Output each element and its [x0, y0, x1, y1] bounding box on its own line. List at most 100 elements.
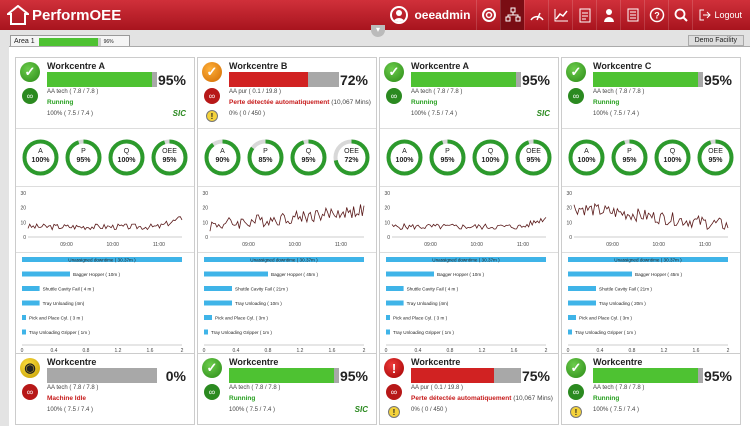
downtime-section[interactable]: Unassigned downtime ( 30.37m ) Bagger Hop…: [380, 252, 558, 357]
sic-badge[interactable]: SIC: [354, 405, 368, 414]
warning-icon[interactable]: !: [388, 406, 400, 418]
workcentre-panel[interactable]: ✓ Workcentre B 72% ∞ AA pur ( 0.1 / 19.8 ) Pe…: [197, 57, 377, 358]
gauge-q[interactable]: Q 100%: [654, 139, 691, 176]
gauge-p[interactable]: P 95%: [611, 139, 648, 176]
x-tick-label: 0.4: [597, 348, 604, 354]
operator-link-icon[interactable]: ∞: [386, 384, 402, 400]
logout-button[interactable]: Logout: [692, 0, 750, 30]
collapse-toggle[interactable]: ▾: [371, 25, 385, 37]
search-button[interactable]: [668, 0, 692, 30]
downtime-section[interactable]: Unassigned downtime ( 30.37m ) Bagger Hop…: [16, 252, 194, 357]
trend-section[interactable]: 30 20 10 0 09:00 10:00 11:00: [16, 186, 194, 252]
gauge-oee[interactable]: OEE 95%: [697, 139, 734, 176]
gauge-arc: [22, 139, 59, 176]
workcentre-panel[interactable]: ◉ Workcentre 0% ∞ AA tech ( 7.8 / 7.8 ) Machi…: [15, 353, 195, 425]
operator-link-icon[interactable]: ∞: [22, 88, 38, 104]
downtime-section[interactable]: Unassigned downtime ( 30.37m ) Bagger Hop…: [198, 252, 376, 357]
oee-bar-fill: [229, 368, 334, 383]
operator-link-icon[interactable]: ∞: [204, 384, 220, 400]
workcentre-panel[interactable]: ✓ Workcentre A 95% ∞ AA tech ( 7.8 / 7.8 ) Ru…: [15, 57, 195, 358]
trend-section[interactable]: 30 20 10 0 09:00 10:00 11:00: [562, 186, 740, 252]
warning-icon[interactable]: !: [206, 110, 218, 122]
operator-link-icon[interactable]: ∞: [568, 88, 584, 104]
area-oee-fill: [38, 37, 99, 46]
warning-icon[interactable]: !: [570, 406, 582, 418]
people-button[interactable]: [596, 0, 620, 30]
downtime-bar-label: Bagger Hopper ( 10m ): [437, 272, 484, 277]
trend-section[interactable]: 30 20 10 0 09:00 10:00 11:00: [380, 186, 558, 252]
downtime-bar-label: Pick and Place Cyl. ( 3m ): [579, 316, 632, 321]
gauge-oee[interactable]: OEE 95%: [151, 139, 188, 176]
x-tick-label: 1.6: [147, 348, 154, 354]
workcentre-panel[interactable]: ✓ Workcentre A 95% ∞ AA tech ( 7.8 / 7.8 ) Ru…: [379, 57, 559, 358]
downtime-bar-label: Shuttle Cavity Fail ( 4 m ): [407, 287, 459, 292]
x-tick-label: 0.8: [83, 348, 90, 354]
downtime-bar: [568, 315, 576, 320]
gauge-value: 95%: [162, 157, 177, 164]
area-selector[interactable]: Area 1 96%: [10, 35, 130, 48]
x-tick-label: 2: [727, 348, 730, 354]
gauge-oee[interactable]: OEE 72%: [333, 139, 370, 176]
y-tick-label: 20: [384, 206, 390, 212]
gauge-arc: [611, 139, 648, 176]
operator-link-icon[interactable]: ∞: [204, 88, 220, 104]
facility-tab[interactable]: Demo Facility: [687, 35, 744, 46]
chart-button[interactable]: [548, 0, 572, 30]
downtime-bar-label: Pick and Place Cyl. ( 3 m ): [29, 316, 84, 321]
workcentre-name[interactable]: Workcentre B: [229, 61, 288, 71]
gauge-q[interactable]: Q 100%: [472, 139, 509, 176]
help-button[interactable]: ?: [644, 0, 668, 30]
report-button[interactable]: [572, 0, 596, 30]
document-button[interactable]: [620, 0, 644, 30]
workcentre-name[interactable]: Workcentre: [411, 357, 461, 367]
workcentre-name[interactable]: Workcentre A: [411, 61, 470, 71]
gauge-q[interactable]: Q 95%: [290, 139, 327, 176]
workcentre-name[interactable]: Workcentre C: [593, 61, 652, 71]
gauge-button[interactable]: [524, 0, 548, 30]
x-tick-label: 10:00: [106, 242, 119, 248]
downtime-bar-label: Unassigned downtime ( 30.37m ): [432, 258, 500, 263]
x-tick-label: 0: [203, 348, 206, 354]
downtime-bar: [22, 300, 40, 306]
gauge-p[interactable]: P 85%: [247, 139, 284, 176]
x-tick-label: 10:00: [470, 242, 483, 248]
sic-badge[interactable]: SIC: [172, 109, 186, 118]
workcentre-panel[interactable]: ✓ Workcentre 95% ∞ AA tech ( 7.8 / 7.8 ) Runn…: [561, 353, 741, 425]
downtime-bar-label: Tray Unloading Gripper ( 1m ): [29, 330, 90, 335]
gauge-oee[interactable]: OEE 95%: [515, 139, 552, 176]
user-menu[interactable]: oeeadmin: [390, 0, 476, 30]
gauge-a[interactable]: A 90%: [204, 139, 241, 176]
operator-link-icon[interactable]: ∞: [386, 88, 402, 104]
workcentre-panel[interactable]: ! Workcentre 75% ∞ AA pur ( 0.1 / 19.8 ) Pert…: [379, 353, 559, 425]
area-oee-percent: 96%: [103, 38, 114, 45]
workcentre-name[interactable]: Workcentre: [47, 357, 97, 367]
gauge-p[interactable]: P 95%: [429, 139, 466, 176]
sic-badge[interactable]: SIC: [536, 109, 550, 118]
dashboard-button[interactable]: [500, 0, 525, 30]
gauge-a[interactable]: A 100%: [386, 139, 423, 176]
gauge-a[interactable]: A 100%: [568, 139, 605, 176]
shift-meta: AA tech ( 7.8 / 7.8 ): [593, 385, 645, 391]
x-tick-label: 2: [181, 348, 184, 354]
workcentre-panel[interactable]: ✓ Workcentre 95% ∞ AA tech ( 7.8 / 7.8 ) Runn…: [197, 353, 377, 425]
workcentre-name[interactable]: Workcentre A: [47, 61, 106, 71]
oee-percent: 75%: [521, 368, 550, 384]
app-logo[interactable]: PerformOEE: [7, 5, 121, 25]
gauge-value: 95%: [301, 157, 316, 164]
status-text: Perte détectée automatiquement (10,067 M…: [411, 395, 553, 402]
downtime-section[interactable]: Unassigned downtime ( 30.37m ) Bagger Hop…: [562, 252, 740, 357]
downtime-bar: [386, 329, 390, 335]
operator-link-icon[interactable]: ∞: [568, 384, 584, 400]
gauge-q[interactable]: Q 100%: [108, 139, 145, 176]
trend-section[interactable]: 30 20 10 0 09:00 10:00 11:00: [198, 186, 376, 252]
oee-bar: [229, 72, 339, 87]
gauge-row: A 100% P 95% Q 100% OEE 95%: [380, 128, 558, 186]
workcentre-name[interactable]: Workcentre: [229, 357, 279, 367]
workcentre-name[interactable]: Workcentre: [593, 357, 643, 367]
workcentre-panel[interactable]: ✓ Workcentre C 95% ∞ AA tech ( 7.8 / 7.8 ) Ru…: [561, 57, 741, 358]
operator-link-icon[interactable]: ∞: [22, 384, 38, 400]
gauge-p[interactable]: P 95%: [65, 139, 102, 176]
gauge-a[interactable]: A 100%: [22, 139, 59, 176]
username: oeeadmin: [414, 8, 471, 22]
support-button[interactable]: [476, 0, 500, 30]
